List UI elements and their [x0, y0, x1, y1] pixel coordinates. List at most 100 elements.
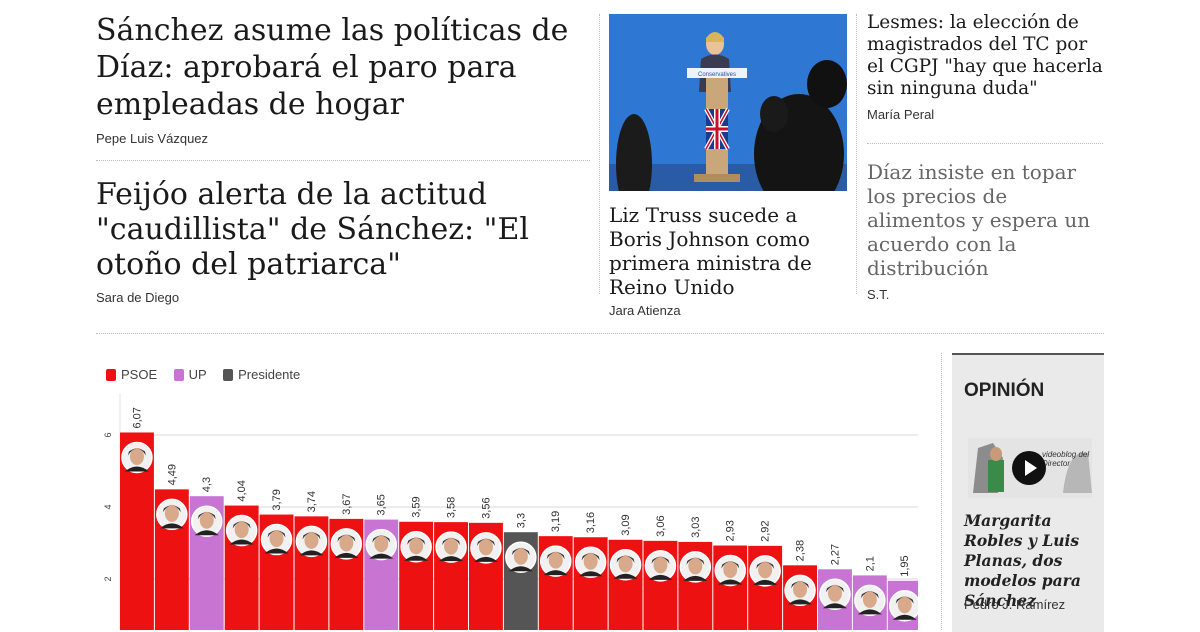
portrait-face: [862, 590, 877, 608]
portrait-face: [688, 557, 703, 575]
bar-value-label: 3,19: [550, 511, 562, 532]
author-maria-peral[interactable]: María Peral: [867, 107, 935, 122]
author-st[interactable]: S.T.: [867, 287, 890, 302]
bar-value-label: 2,38: [795, 540, 807, 561]
portrait-hair: [895, 596, 914, 604]
portrait-shoulders: [892, 614, 917, 620]
portrait-hair: [651, 556, 670, 564]
portrait-shoulders: [194, 530, 219, 536]
bar-value-label: 3,09: [620, 514, 632, 535]
story-feijoo[interactable]: Feijóo alerta de la actitud "caudillista…: [96, 177, 596, 305]
portrait-hair: [721, 561, 740, 569]
portrait-face: [548, 551, 563, 569]
headline-sanchez[interactable]: Sánchez asume las políticas de Díaz: apr…: [96, 13, 569, 122]
portrait-hair: [511, 548, 530, 556]
portrait-hair: [267, 530, 286, 538]
portrait-face: [444, 537, 459, 555]
portrait-face: [234, 521, 249, 539]
bar-value-label: 3,65: [376, 494, 388, 515]
y-tick-label: 4: [103, 504, 113, 509]
legend-label: Presidente: [238, 367, 301, 382]
portrait-face: [339, 534, 354, 552]
video-caption: videoblog del Director: [1042, 450, 1090, 468]
opinion-video-thumb[interactable]: videoblog del Director: [968, 438, 1092, 498]
bar-value-label: 2,93: [725, 520, 737, 541]
lectern-sign: [687, 68, 747, 78]
portrait-face: [409, 537, 424, 555]
portrait-hair: [791, 581, 810, 589]
story-sanchez[interactable]: Sánchez asume las políticas de Díaz: apr…: [96, 12, 596, 146]
portrait-face: [199, 511, 214, 529]
portrait-face: [374, 535, 389, 553]
opinion-title: OPINIÓN: [964, 380, 1045, 401]
legend-label: UP: [188, 367, 207, 382]
portrait-hair: [407, 537, 426, 545]
portrait-shoulders: [473, 556, 498, 562]
ministers-chart[interactable]: PSOE UP Presidente 6 4 2 6,07 4,49 4,3 4,04 3,7…: [96, 353, 918, 630]
portrait-hair: [302, 532, 321, 540]
portrait-hair: [860, 591, 879, 599]
portrait-hair: [372, 535, 391, 543]
story-diaz[interactable]: Díaz insiste en topar los precios de ali…: [867, 160, 1107, 302]
bar-value-label: 2,27: [829, 544, 841, 565]
portrait-hair: [546, 552, 565, 560]
legend-swatch-up: [173, 368, 184, 381]
legend-swatch-presidente: [223, 368, 234, 381]
portrait-face: [897, 596, 912, 614]
bar-value-label: 3,56: [480, 497, 492, 518]
portrait-hair: [616, 555, 635, 563]
bar-value-label: 3,06: [655, 515, 667, 536]
portrait-face: [513, 547, 528, 565]
y-tick-label: 2: [103, 576, 113, 581]
portrait-shoulders: [753, 579, 778, 585]
headline-diaz[interactable]: Díaz insiste en topar los precios de ali…: [867, 160, 1091, 280]
portrait-face: [618, 555, 633, 573]
bar-value-label: 4,04: [236, 480, 248, 501]
portrait-shoulders: [264, 548, 289, 554]
play-icon[interactable]: [1012, 451, 1046, 485]
portrait-shoulders: [788, 599, 813, 605]
portrait-hair: [686, 557, 705, 565]
divider: [599, 14, 600, 294]
divider: [867, 143, 1103, 144]
opinion-headline[interactable]: Margarita Robles y Luis Planas, dos mode…: [964, 511, 1081, 610]
author-pepe-luis[interactable]: Pepe Luis Vázquez: [96, 131, 209, 146]
portrait-shoulders: [578, 571, 603, 577]
y-tick-label: 6: [103, 432, 113, 437]
portrait-face: [723, 561, 738, 579]
author-jara-atienza[interactable]: Jara Atienza: [609, 303, 681, 318]
portrait-face: [304, 531, 319, 549]
opinion-box: OPINIÓN videoblog del Director Margarita…: [952, 353, 1104, 632]
bar-value-label: 2,1: [864, 556, 876, 571]
portrait-shoulders: [369, 553, 394, 559]
story-truss[interactable]: Conservatives Liz Truss sucede a Boris J…: [609, 14, 847, 318]
chart-legend: PSOE UP Presidente: [106, 367, 312, 386]
author-sara-de-diego[interactable]: Sara de Diego: [96, 290, 180, 305]
bar-value-label: 3,79: [271, 489, 283, 510]
portrait-hair: [476, 538, 495, 546]
portrait-shoulders: [404, 555, 429, 561]
headline-truss[interactable]: Liz Truss sucede a Boris Johnson como pr…: [609, 203, 812, 299]
legend-item-presidente: Presidente: [223, 367, 300, 382]
truss-photo[interactable]: Conservatives: [609, 14, 847, 191]
bar-value-label: 3,16: [585, 512, 597, 533]
portrait-shoulders: [613, 573, 638, 579]
portrait-shoulders: [334, 552, 359, 558]
truss-photo-illustration: Conservatives: [609, 14, 847, 191]
portrait-hair: [581, 553, 600, 561]
portrait-face: [129, 447, 144, 465]
opinion-author[interactable]: Pedro J. Ramírez: [964, 597, 1066, 612]
portrait-hair: [756, 561, 775, 569]
bar-value-label: 1,95: [899, 555, 911, 576]
headline-feijoo[interactable]: Feijóo alerta de la actitud "caudillista…: [96, 177, 529, 282]
portrait-hair: [162, 505, 181, 513]
bar-value-label: 3,59: [411, 496, 423, 517]
portrait-shoulders: [822, 603, 847, 609]
bar-value-label: 3,3: [515, 513, 527, 528]
portrait-face: [758, 561, 773, 579]
bar-value-label: 3,03: [690, 516, 702, 537]
bar-value-label: 3,74: [306, 491, 318, 512]
portrait-hair: [442, 538, 461, 546]
story-lesmes[interactable]: Lesmes: la elección de magistrados del T…: [867, 12, 1107, 122]
headline-lesmes[interactable]: Lesmes: la elección de magistrados del T…: [867, 12, 1103, 99]
